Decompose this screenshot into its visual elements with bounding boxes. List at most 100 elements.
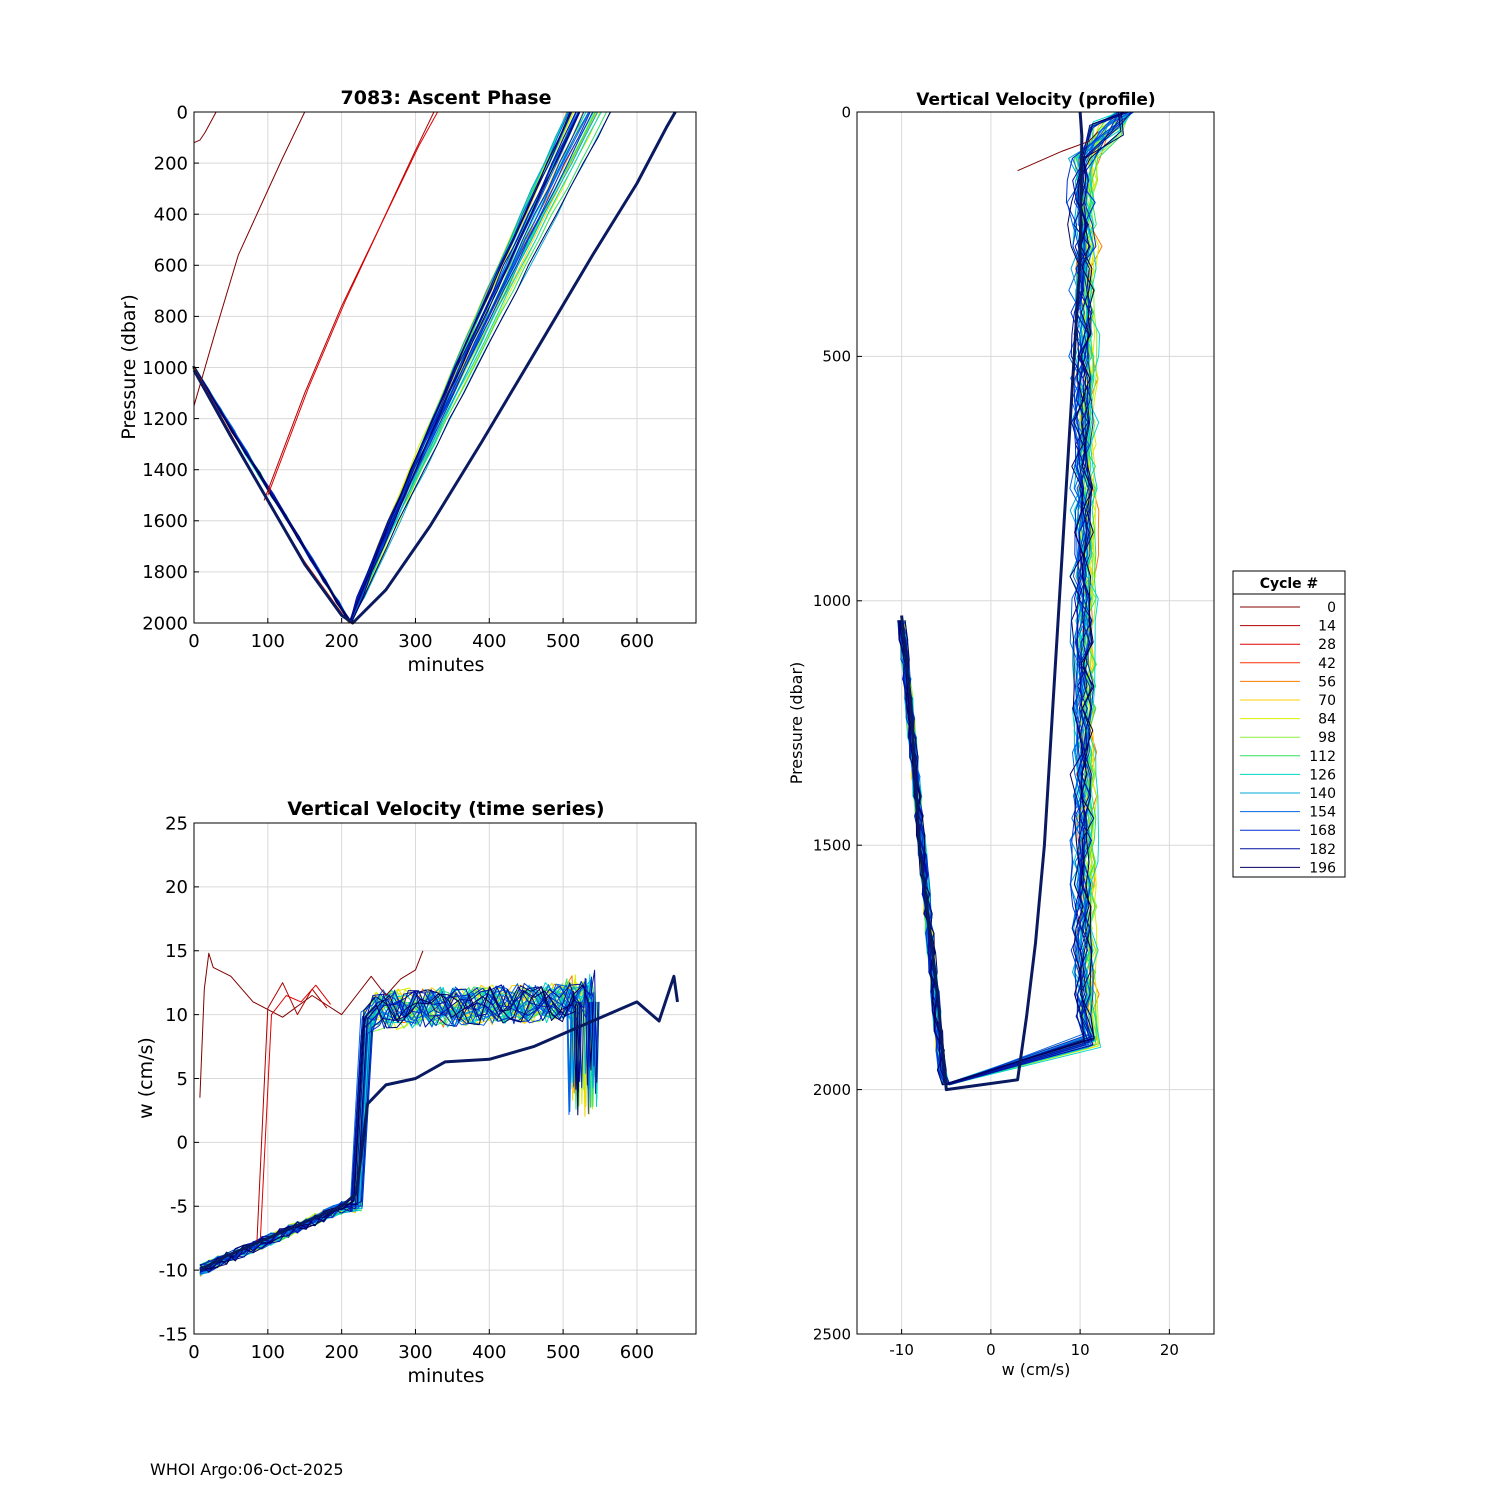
velocity-time-series-line (256, 982, 328, 1245)
ascent-ytick-label: 1200 (142, 409, 188, 430)
ascent-ytick-label: 1400 (142, 460, 188, 481)
velocity-time-ytick-label: 10 (165, 1005, 188, 1026)
velocity-profile-ylabel: Pressure (dbar) (787, 662, 806, 785)
velocity-profile-ytick-label: 500 (822, 348, 851, 366)
velocity-time-xtick-label: 100 (251, 1342, 285, 1363)
velocity-time-cycle-line (199, 979, 591, 1271)
ascent-ytick-label: 600 (154, 256, 188, 277)
ascent-cycle-line (192, 111, 601, 623)
velocity-time-series-line (199, 950, 424, 1098)
velocity-time-cycle-line (199, 984, 589, 1274)
ascent-xtick-label: 300 (398, 631, 432, 652)
velocity-time-xtick-label: 500 (546, 1342, 580, 1363)
legend-entry-label: 196 (1309, 860, 1336, 876)
legend-entry-label: 56 (1318, 674, 1336, 690)
ascent-xtick-label: 200 (324, 631, 358, 652)
velocity-time-xtick-label: 0 (188, 1342, 199, 1363)
legend-entry-label: 126 (1309, 767, 1336, 783)
velocity-time-cycle-line (199, 983, 577, 1271)
velocity-time-panel: Vertical Velocity (time series) 0 100 200 3… (135, 798, 697, 1387)
velocity-time-cycle-line (199, 985, 592, 1274)
velocity-time-ytick-label: 0 (177, 1133, 188, 1154)
velocity-profile-xtick-label: 10 (1071, 1341, 1090, 1359)
velocity-time-cycle-line (199, 986, 575, 1269)
velocity-profile-cycle-line (904, 111, 1122, 1086)
velocity-time-ytick-label: -15 (159, 1324, 188, 1345)
velocity-time-cycle-line (199, 985, 573, 1274)
ascent-xtick-label: 500 (546, 631, 580, 652)
ascent-xtick-label: 100 (251, 631, 285, 652)
velocity-profile-cycle-line (897, 111, 1124, 1086)
velocity-time-xlabel: minutes (408, 1365, 485, 1387)
velocity-time-cycle-line (199, 985, 579, 1273)
legend-entry-label: 154 (1309, 805, 1336, 821)
velocity-time-cycle-line (199, 979, 596, 1274)
velocity-time-cycle-line (199, 981, 596, 1272)
velocity-time-ytick-label: 20 (165, 877, 188, 898)
velocity-profile-xtick-label: 20 (1160, 1341, 1179, 1359)
velocity-profile-ytick-label: 2500 (813, 1325, 851, 1343)
legend-entry-label: 42 (1318, 656, 1336, 672)
velocity-time-cycle-line (199, 990, 581, 1270)
velocity-profile-xlabel: w (cm/s) (1002, 1360, 1071, 1379)
ascent-chart-title: 7083: Ascent Phase (341, 87, 552, 109)
footer-credit: WHOI Argo:06-Oct-2025 (150, 1460, 344, 1479)
legend-title: Cycle # (1260, 576, 1319, 592)
velocity-time-cycle-line (199, 985, 595, 1271)
ascent-ytick-label: 1600 (142, 511, 188, 532)
velocity-time-cycle-line (199, 982, 583, 1266)
legend-entry-label: 14 (1318, 619, 1336, 635)
velocity-profile-ytick-label: 1500 (813, 836, 851, 854)
ascent-ytick-label: 1800 (142, 562, 188, 583)
velocity-time-cycle-line (199, 984, 597, 1270)
velocity-time-chart-title: Vertical Velocity (time series) (287, 798, 604, 820)
velocity-time-series-line (259, 984, 331, 1239)
velocity-profile-xtick-label: 0 (986, 1341, 996, 1359)
ascent-xlabel: minutes (408, 654, 485, 676)
ascent-series-line (192, 111, 677, 625)
ascent-ylabel: Pressure (dbar) (118, 294, 140, 440)
legend-box (1232, 570, 1346, 878)
velocity-time-ylabel: w (cm/s) (135, 1037, 157, 1119)
ascent-xtick-label: 0 (188, 631, 199, 652)
velocity-profile-xtick-label: -10 (889, 1341, 914, 1359)
ascent-ytick-label: 800 (154, 307, 188, 328)
velocity-time-ytick-label: -10 (159, 1260, 188, 1281)
velocity-time-cycle-line (199, 990, 572, 1269)
velocity-time-xtick-label: 200 (324, 1342, 358, 1363)
velocity-profile-ytick-label: 0 (841, 103, 851, 121)
ascent-ytick-label: 2000 (142, 613, 188, 634)
cycle-legend: Cycle # 0 14 28 42 56 70 84 98 112 126 140 154 168 18… (1232, 570, 1346, 878)
velocity-profile-panel: Vertical Velocity (profile) -10 0 10 20 0 500… (787, 90, 1215, 1379)
velocity-profile-ytick-label: 2000 (813, 1081, 851, 1099)
legend-entry-label: 28 (1318, 637, 1336, 653)
ascent-series-line (263, 111, 435, 501)
velocity-profile-chart-title: Vertical Velocity (profile) (916, 90, 1155, 110)
velocity-time-ytick-label: -5 (170, 1197, 188, 1218)
ascent-xtick-label: 400 (472, 631, 506, 652)
ascent-series-line (193, 111, 306, 406)
velocity-time-ytick-label: 15 (165, 941, 188, 962)
velocity-time-ytick-label: 25 (165, 813, 188, 834)
velocity-time-xtick-label: 400 (472, 1342, 506, 1363)
legend-entry-label: 0 (1327, 600, 1336, 616)
ascent-ytick-label: 400 (154, 205, 188, 226)
velocity-time-cycle-line (199, 984, 591, 1275)
velocity-time-cycle-line (199, 981, 589, 1275)
ascent-ytick-label: 200 (154, 153, 188, 174)
ascent-phase-panel: 7083: Ascent Phase 0 100 200 300 400 500 60002… (118, 87, 697, 676)
velocity-time-cycle-line (199, 984, 576, 1274)
velocity-time-xtick-label: 300 (398, 1342, 432, 1363)
velocity-time-cycle-line (199, 989, 577, 1266)
velocity-profile-plot-frame (856, 111, 1215, 1335)
ascent-cycle-line (194, 111, 571, 624)
legend-entry-label: 140 (1309, 786, 1336, 802)
velocity-time-cycle-line (199, 982, 600, 1273)
legend-entry-label: 112 (1309, 749, 1336, 765)
ascent-xtick-label: 600 (620, 631, 654, 652)
legend-entry-label: 168 (1309, 823, 1336, 839)
velocity-profile-series-line (900, 111, 1084, 1092)
ascent-series-line (267, 111, 439, 496)
velocity-time-ytick-label: 5 (177, 1069, 188, 1090)
